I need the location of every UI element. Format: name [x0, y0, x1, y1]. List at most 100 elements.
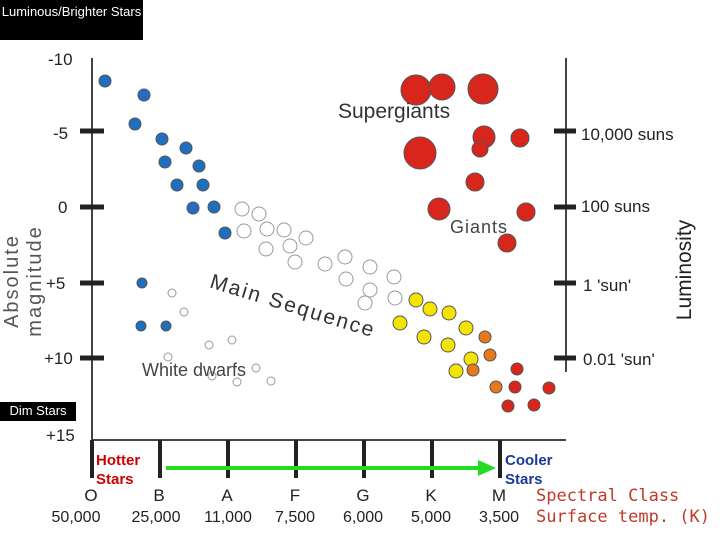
white-star-point	[276, 222, 292, 238]
mag-tick-minus-10: -10	[48, 50, 73, 69]
white-star-point	[282, 238, 298, 254]
luminous-brighter-label: Luminous/Brighter Stars	[0, 0, 143, 40]
yellow-star-point	[422, 301, 438, 317]
red-star-point	[510, 128, 530, 148]
blue-star-point	[218, 226, 232, 240]
white-star-point	[362, 259, 378, 275]
white-star-point	[338, 271, 354, 287]
white-star-point	[207, 371, 217, 381]
blue-star-point	[179, 141, 193, 155]
white-star-point	[232, 377, 242, 387]
blue-star-point	[207, 200, 221, 214]
temperature-arrow	[166, 460, 496, 476]
spectral-class-k: K	[425, 486, 437, 505]
red-star-point	[501, 399, 515, 413]
yellow-star-point	[441, 305, 457, 321]
temp-o: 50,000	[51, 509, 101, 526]
star-points	[98, 73, 556, 413]
mag-tick-0: 0	[58, 198, 68, 217]
white-star-point	[317, 256, 333, 272]
red-star-point	[403, 136, 437, 170]
temp-k: 5,000	[410, 509, 452, 526]
luminosity-label: Luminosity	[673, 219, 696, 321]
dim-stars-label: Dim Stars	[0, 402, 76, 421]
spectral-class-m: M	[491, 486, 507, 505]
blue-star-point	[137, 88, 151, 102]
blue-star-point	[186, 201, 200, 215]
blue-star-point	[158, 155, 172, 169]
hotter-stars-label: Hotter Stars	[96, 452, 141, 488]
orange-star-point	[483, 348, 497, 362]
white-star-point	[298, 230, 314, 246]
spectral-class-a: A	[221, 486, 233, 505]
spectral-class-g: G	[356, 486, 370, 505]
red-star-point	[497, 233, 517, 253]
temp-b: 25,000	[131, 509, 181, 526]
blue-star-point	[135, 320, 147, 332]
red-star-point	[467, 73, 499, 105]
cooler-stars-label: Cooler Stars	[505, 452, 553, 488]
left-ticks	[80, 128, 104, 361]
white-dwarfs-label: White dwarfs	[142, 360, 247, 380]
white-star-point	[386, 269, 402, 285]
white-star-point	[236, 223, 252, 239]
mag-tick-plus-10: +10	[44, 349, 73, 368]
blue-star-point	[98, 74, 112, 88]
red-star-point	[542, 381, 556, 395]
blue-star-point	[128, 117, 142, 131]
red-star-point	[510, 362, 524, 376]
white-star-point	[251, 363, 261, 373]
white-star-point	[204, 340, 214, 350]
white-star-point	[163, 352, 173, 362]
temp-a: 11,000	[204, 509, 252, 526]
mag-tick-plus-5: +5	[46, 274, 66, 293]
white-star-point	[357, 295, 373, 311]
lum-tick-10000: 10,000 suns	[581, 125, 674, 144]
white-star-point	[362, 282, 378, 298]
red-star-point	[516, 202, 536, 222]
yellow-star-point	[416, 329, 432, 345]
supergiants-label: Supergiants	[338, 100, 451, 123]
temp-m: 3,500	[478, 509, 520, 526]
red-star-point	[465, 172, 485, 192]
blue-star-point	[160, 320, 172, 332]
yellow-star-point	[448, 363, 464, 379]
mag-tick-minus-5: -5	[53, 124, 69, 143]
lum-tick-0-01: 0.01 'sun'	[583, 350, 655, 369]
white-star-point	[337, 249, 353, 265]
temp-g: 6,000	[342, 509, 384, 526]
blue-star-point	[136, 277, 148, 289]
white-star-point	[251, 206, 267, 222]
lum-tick-100: 100 suns	[581, 197, 650, 216]
white-star-point	[227, 335, 237, 345]
white-star-point	[387, 290, 403, 306]
surface-temp-label: Surface temp. (K)	[536, 507, 710, 527]
blue-star-point	[155, 132, 169, 146]
bottom-ticks	[90, 440, 502, 478]
spectral-class-label: Spectral Class	[536, 486, 680, 506]
spectral-class-b: B	[153, 486, 165, 505]
white-star-point	[259, 221, 275, 237]
spectral-class-f: F	[289, 486, 301, 505]
lum-tick-1: 1 'sun'	[583, 276, 632, 295]
blue-star-point	[192, 159, 206, 173]
yellow-star-point	[408, 292, 424, 308]
giants-label: Giants	[450, 217, 509, 237]
yellow-star-point	[440, 337, 456, 353]
white-star-point	[258, 241, 274, 257]
absolute-magnitude-label: Absolute magnitude	[1, 225, 46, 337]
blue-star-point	[196, 178, 210, 192]
blue-star-point	[170, 178, 184, 192]
mag-tick-plus-15: +15	[46, 426, 75, 445]
red-star-point	[471, 140, 489, 158]
right-ticks	[554, 128, 576, 361]
temp-f: 7,500	[274, 509, 316, 526]
yellow-star-point	[458, 320, 474, 336]
red-star-point	[508, 380, 522, 394]
orange-star-point	[489, 380, 503, 394]
yellow-star-point	[392, 315, 408, 331]
white-star-point	[266, 376, 276, 386]
white-star-point	[287, 254, 303, 270]
red-star-point	[428, 73, 456, 101]
spectral-class-o: O	[84, 486, 98, 505]
